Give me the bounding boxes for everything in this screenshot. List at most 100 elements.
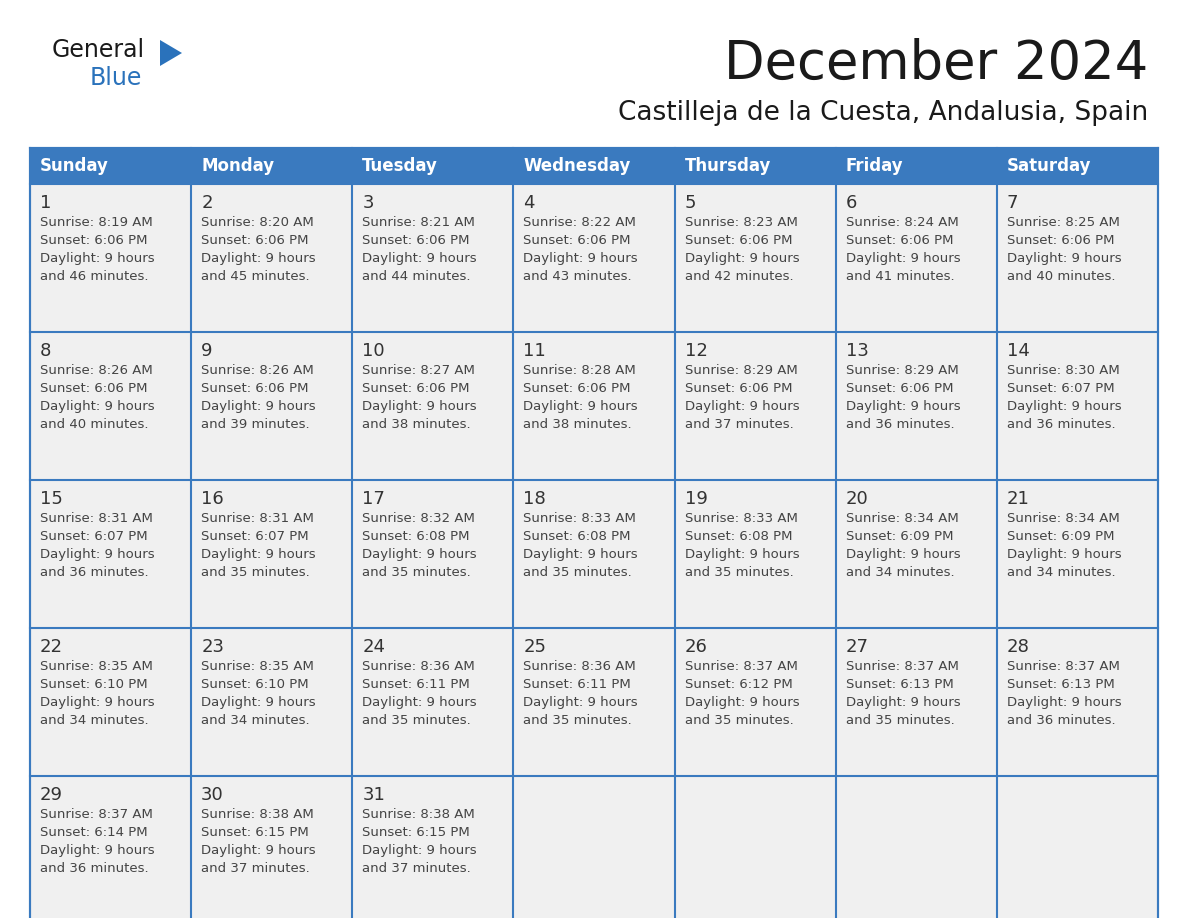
Text: Sunset: 6:09 PM: Sunset: 6:09 PM bbox=[846, 530, 953, 543]
Bar bbox=[30, 148, 191, 184]
Text: and 44 minutes.: and 44 minutes. bbox=[362, 270, 470, 283]
Bar bbox=[30, 184, 191, 332]
Bar bbox=[513, 148, 675, 184]
Text: Sunrise: 8:33 AM: Sunrise: 8:33 AM bbox=[524, 512, 637, 525]
Bar bbox=[353, 148, 513, 184]
Text: Sunrise: 8:37 AM: Sunrise: 8:37 AM bbox=[846, 660, 959, 673]
Text: 26: 26 bbox=[684, 638, 707, 656]
Text: Sunrise: 8:31 AM: Sunrise: 8:31 AM bbox=[40, 512, 153, 525]
Text: 7: 7 bbox=[1007, 194, 1018, 212]
Text: Daylight: 9 hours: Daylight: 9 hours bbox=[524, 548, 638, 561]
Text: Sunset: 6:12 PM: Sunset: 6:12 PM bbox=[684, 678, 792, 691]
Text: Sunrise: 8:37 AM: Sunrise: 8:37 AM bbox=[40, 808, 153, 821]
Text: and 36 minutes.: and 36 minutes. bbox=[40, 566, 148, 579]
Text: Daylight: 9 hours: Daylight: 9 hours bbox=[40, 252, 154, 265]
Text: Daylight: 9 hours: Daylight: 9 hours bbox=[40, 844, 154, 857]
Text: 24: 24 bbox=[362, 638, 385, 656]
Text: and 35 minutes.: and 35 minutes. bbox=[684, 566, 794, 579]
Text: and 36 minutes.: and 36 minutes. bbox=[40, 862, 148, 875]
Text: Sunset: 6:06 PM: Sunset: 6:06 PM bbox=[40, 234, 147, 247]
Text: 22: 22 bbox=[40, 638, 63, 656]
Text: Sunrise: 8:19 AM: Sunrise: 8:19 AM bbox=[40, 216, 153, 229]
Bar bbox=[675, 480, 835, 628]
Text: 17: 17 bbox=[362, 490, 385, 508]
Text: and 37 minutes.: and 37 minutes. bbox=[201, 862, 310, 875]
Text: December 2024: December 2024 bbox=[723, 38, 1148, 90]
Text: Sunrise: 8:36 AM: Sunrise: 8:36 AM bbox=[524, 660, 637, 673]
Text: and 38 minutes.: and 38 minutes. bbox=[524, 418, 632, 431]
Text: Sunrise: 8:29 AM: Sunrise: 8:29 AM bbox=[684, 364, 797, 377]
Text: Sunset: 6:08 PM: Sunset: 6:08 PM bbox=[524, 530, 631, 543]
Text: Daylight: 9 hours: Daylight: 9 hours bbox=[362, 400, 476, 413]
Text: and 36 minutes.: and 36 minutes. bbox=[1007, 418, 1116, 431]
Text: Sunset: 6:07 PM: Sunset: 6:07 PM bbox=[201, 530, 309, 543]
Bar bbox=[353, 332, 513, 480]
Text: Sunset: 6:11 PM: Sunset: 6:11 PM bbox=[362, 678, 470, 691]
Text: General: General bbox=[52, 38, 145, 62]
Text: Sunrise: 8:24 AM: Sunrise: 8:24 AM bbox=[846, 216, 959, 229]
Bar bbox=[30, 148, 1158, 918]
Text: Sunset: 6:10 PM: Sunset: 6:10 PM bbox=[201, 678, 309, 691]
Text: 21: 21 bbox=[1007, 490, 1030, 508]
Text: 11: 11 bbox=[524, 342, 546, 360]
Text: 9: 9 bbox=[201, 342, 213, 360]
Bar bbox=[675, 628, 835, 776]
Text: Sunrise: 8:26 AM: Sunrise: 8:26 AM bbox=[40, 364, 153, 377]
Text: 8: 8 bbox=[40, 342, 51, 360]
Text: Daylight: 9 hours: Daylight: 9 hours bbox=[1007, 252, 1121, 265]
Text: 5: 5 bbox=[684, 194, 696, 212]
Text: Daylight: 9 hours: Daylight: 9 hours bbox=[524, 252, 638, 265]
Bar bbox=[353, 628, 513, 776]
Bar bbox=[513, 480, 675, 628]
Text: and 35 minutes.: and 35 minutes. bbox=[362, 714, 470, 727]
Text: and 36 minutes.: and 36 minutes. bbox=[846, 418, 954, 431]
Bar bbox=[997, 184, 1158, 332]
Text: Monday: Monday bbox=[201, 157, 274, 175]
Text: and 42 minutes.: and 42 minutes. bbox=[684, 270, 794, 283]
Text: Sunrise: 8:33 AM: Sunrise: 8:33 AM bbox=[684, 512, 797, 525]
Text: Daylight: 9 hours: Daylight: 9 hours bbox=[362, 696, 476, 709]
Text: 13: 13 bbox=[846, 342, 868, 360]
Bar bbox=[997, 148, 1158, 184]
Text: Daylight: 9 hours: Daylight: 9 hours bbox=[846, 400, 960, 413]
Bar bbox=[675, 332, 835, 480]
Text: Sunrise: 8:37 AM: Sunrise: 8:37 AM bbox=[1007, 660, 1120, 673]
Text: Daylight: 9 hours: Daylight: 9 hours bbox=[201, 696, 316, 709]
Text: Castilleja de la Cuesta, Andalusia, Spain: Castilleja de la Cuesta, Andalusia, Spai… bbox=[618, 100, 1148, 126]
Text: Sunset: 6:06 PM: Sunset: 6:06 PM bbox=[1007, 234, 1114, 247]
Text: and 41 minutes.: and 41 minutes. bbox=[846, 270, 954, 283]
Text: and 40 minutes.: and 40 minutes. bbox=[40, 418, 148, 431]
Text: 28: 28 bbox=[1007, 638, 1030, 656]
Text: Sunrise: 8:35 AM: Sunrise: 8:35 AM bbox=[201, 660, 314, 673]
Text: Sunset: 6:09 PM: Sunset: 6:09 PM bbox=[1007, 530, 1114, 543]
Text: Sunrise: 8:31 AM: Sunrise: 8:31 AM bbox=[201, 512, 314, 525]
Text: and 34 minutes.: and 34 minutes. bbox=[846, 566, 954, 579]
Bar bbox=[997, 332, 1158, 480]
Text: Daylight: 9 hours: Daylight: 9 hours bbox=[846, 548, 960, 561]
Bar bbox=[513, 332, 675, 480]
Text: Sunset: 6:15 PM: Sunset: 6:15 PM bbox=[201, 826, 309, 839]
Text: 4: 4 bbox=[524, 194, 535, 212]
Bar bbox=[675, 776, 835, 918]
Text: Friday: Friday bbox=[846, 157, 903, 175]
Bar bbox=[191, 332, 353, 480]
Text: Sunset: 6:08 PM: Sunset: 6:08 PM bbox=[362, 530, 469, 543]
Text: 30: 30 bbox=[201, 786, 223, 804]
Bar bbox=[835, 184, 997, 332]
Text: Sunrise: 8:23 AM: Sunrise: 8:23 AM bbox=[684, 216, 797, 229]
Bar bbox=[835, 332, 997, 480]
Text: 29: 29 bbox=[40, 786, 63, 804]
Text: Sunrise: 8:38 AM: Sunrise: 8:38 AM bbox=[362, 808, 475, 821]
Text: and 36 minutes.: and 36 minutes. bbox=[1007, 714, 1116, 727]
Text: and 35 minutes.: and 35 minutes. bbox=[524, 714, 632, 727]
Text: Sunrise: 8:37 AM: Sunrise: 8:37 AM bbox=[684, 660, 797, 673]
Bar bbox=[513, 184, 675, 332]
Text: Sunrise: 8:26 AM: Sunrise: 8:26 AM bbox=[201, 364, 314, 377]
Text: Daylight: 9 hours: Daylight: 9 hours bbox=[201, 844, 316, 857]
Text: Sunrise: 8:30 AM: Sunrise: 8:30 AM bbox=[1007, 364, 1119, 377]
Text: and 34 minutes.: and 34 minutes. bbox=[201, 714, 310, 727]
Text: Thursday: Thursday bbox=[684, 157, 771, 175]
Text: Sunset: 6:13 PM: Sunset: 6:13 PM bbox=[846, 678, 954, 691]
Text: Wednesday: Wednesday bbox=[524, 157, 631, 175]
Text: Sunset: 6:11 PM: Sunset: 6:11 PM bbox=[524, 678, 631, 691]
